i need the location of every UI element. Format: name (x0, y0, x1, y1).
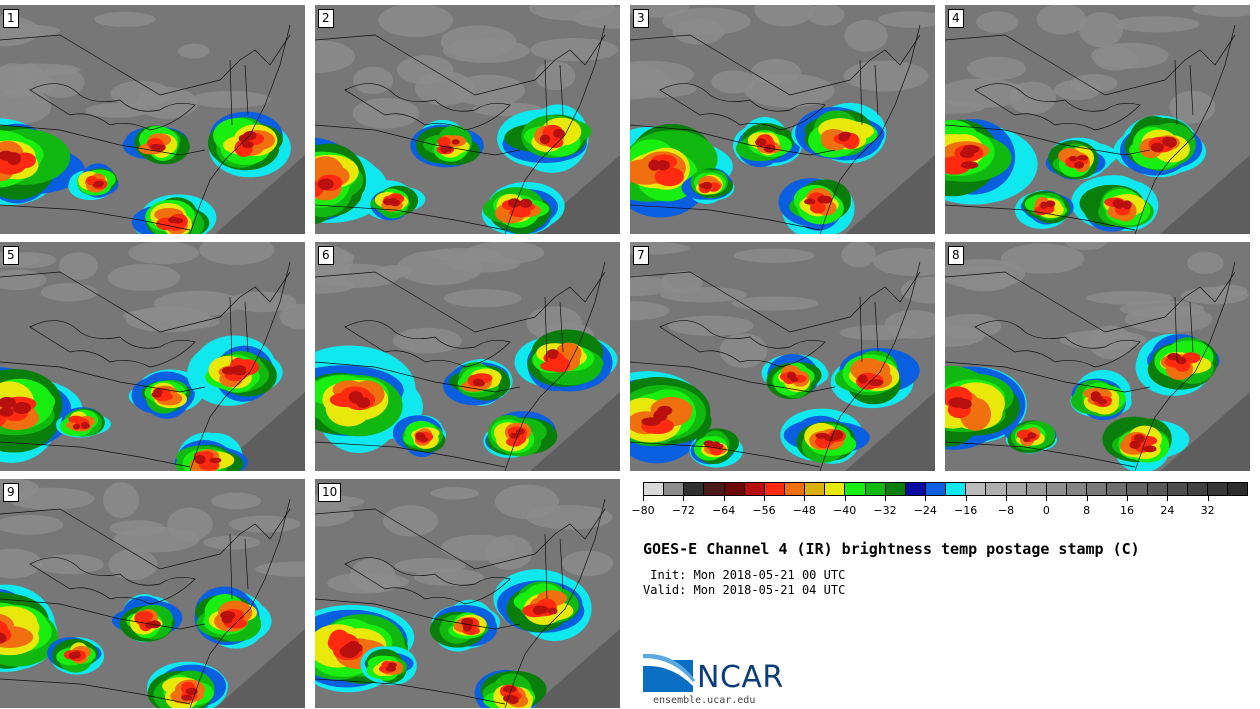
member-number-1: 1 (3, 9, 19, 28)
colorbar-tick (1086, 496, 1088, 501)
colorbar-swatch (644, 483, 665, 495)
ir-map-2 (315, 5, 620, 234)
ir-map-5 (0, 242, 305, 471)
ir-map-9 (0, 479, 305, 708)
colorbar-tick-label: −80 (631, 504, 655, 517)
colorbar-tick-label: 24 (1160, 504, 1175, 517)
member-number-5: 5 (3, 246, 19, 265)
colorbar-swatch (966, 483, 987, 495)
colorbar-swatch (905, 483, 926, 495)
member-number-10: 10 (318, 483, 342, 502)
colorbar-swatch (1026, 483, 1047, 495)
ir-map-1 (0, 5, 305, 234)
colorbar-tick-label: 0 (1042, 504, 1050, 517)
colorbar-swatch (845, 483, 866, 495)
colorbar-tick-label: −32 (873, 504, 897, 517)
member-number-2: 2 (318, 9, 334, 28)
colorbar-tick (683, 496, 685, 501)
colorbar-tick (1207, 496, 1209, 501)
ensemble-member-panel-2: 2 (315, 5, 620, 234)
colorbar-tick (723, 496, 725, 501)
colorbar-tick (1006, 496, 1007, 501)
valid-time: Valid: Mon 2018-05-21 04 UTC (643, 583, 846, 597)
colorbar-tick (643, 496, 644, 501)
ensemble-member-panel-6: 6 (315, 242, 620, 471)
colorbar-tick-label: 16 (1120, 504, 1134, 517)
ensemble-member-panel-9: 9 (0, 479, 305, 708)
colorbar-swatch (1107, 483, 1128, 495)
colorbar-swatch (1127, 483, 1148, 495)
member-number-9: 9 (3, 483, 19, 502)
site-url[interactable]: ensemble.ucar.edu (653, 695, 756, 706)
temperature-colorbar (643, 482, 1248, 496)
colorbar-swatch (865, 483, 886, 495)
colorbar-tick (965, 496, 967, 501)
colorbar-swatch (744, 483, 765, 495)
colorbar-swatch (1167, 483, 1188, 495)
colorbar-swatch (684, 483, 705, 495)
colorbar-tick (885, 496, 886, 501)
colorbar-swatch (946, 483, 967, 495)
colorbar-swatch (1147, 483, 1168, 495)
colorbar-tick-label: −48 (792, 504, 816, 517)
colorbar-tick-label: −64 (712, 504, 736, 517)
member-number-7: 7 (633, 246, 649, 265)
colorbar-swatch (664, 483, 685, 495)
colorbar-tick (1167, 496, 1169, 501)
colorbar-swatch (1066, 483, 1088, 495)
colorbar-swatch (1187, 483, 1208, 495)
colorbar-swatch (885, 483, 906, 495)
ensemble-member-panel-7: 7 (630, 242, 935, 471)
colorbar-swatch (1087, 483, 1108, 495)
colorbar-tick-label: −72 (671, 504, 695, 517)
colorbar-swatch (1006, 483, 1027, 495)
colorbar-tick-label: 32 (1200, 504, 1215, 517)
colorbar-swatch (704, 483, 725, 495)
colorbar-swatch (784, 483, 806, 495)
ensemble-member-panel-3: 3 (630, 5, 935, 234)
ir-map-7 (630, 242, 935, 471)
colorbar-tick-label: 8 (1083, 504, 1091, 517)
colorbar-tick (764, 496, 765, 501)
init-time: Init: Mon 2018-05-21 00 UTC (643, 568, 846, 582)
colorbar-tick-label: −8 (997, 504, 1015, 517)
colorbar-tick (1046, 496, 1048, 501)
colorbar-tick (925, 496, 927, 501)
colorbar-tick-labels: −80 −72 −64 −56 −48 −40 −32 −24 −16 −8 0 8 16 24 32 (631, 496, 1248, 520)
ensemble-member-panel-10: 10 (315, 479, 620, 708)
colorbar-swatch (825, 483, 846, 495)
ir-map-6 (315, 242, 620, 471)
ir-map-10 (315, 479, 620, 708)
colorbar-swatch (925, 483, 947, 495)
colorbar-tick-label: −40 (833, 504, 857, 517)
ir-map-8 (945, 242, 1250, 471)
member-number-8: 8 (948, 246, 964, 265)
colorbar-tick-label: −24 (913, 504, 937, 517)
colorbar-tick (844, 496, 846, 501)
ensemble-member-panel-8: 8 (945, 242, 1250, 471)
colorbar-tick-label: −16 (954, 504, 978, 517)
ncar-logo-text: NCAR (697, 660, 784, 695)
ir-map-4 (945, 5, 1250, 234)
colorbar-tick (804, 496, 806, 501)
colorbar-swatch (1207, 483, 1229, 495)
ncar-logo-icon (643, 653, 695, 692)
member-number-6: 6 (318, 246, 334, 265)
figure-title: GOES-E Channel 4 (IR) brightness temp po… (643, 540, 1140, 558)
colorbar-swatch (986, 483, 1007, 495)
colorbar-swatch (1046, 483, 1067, 495)
colorbar-tick (1127, 496, 1128, 501)
ensemble-member-panel-4: 4 (945, 5, 1250, 234)
member-number-3: 3 (633, 9, 649, 28)
ensemble-member-panel-5: 5 (0, 242, 305, 471)
ensemble-member-panel-1: 1 (0, 5, 305, 234)
ir-map-3 (630, 5, 935, 234)
colorbar-tick-label: −56 (752, 504, 776, 517)
colorbar-swatch (724, 483, 745, 495)
member-number-4: 4 (948, 9, 964, 28)
colorbar-swatch (764, 483, 785, 495)
colorbar-swatch (1228, 483, 1248, 495)
colorbar-swatch (805, 483, 826, 495)
